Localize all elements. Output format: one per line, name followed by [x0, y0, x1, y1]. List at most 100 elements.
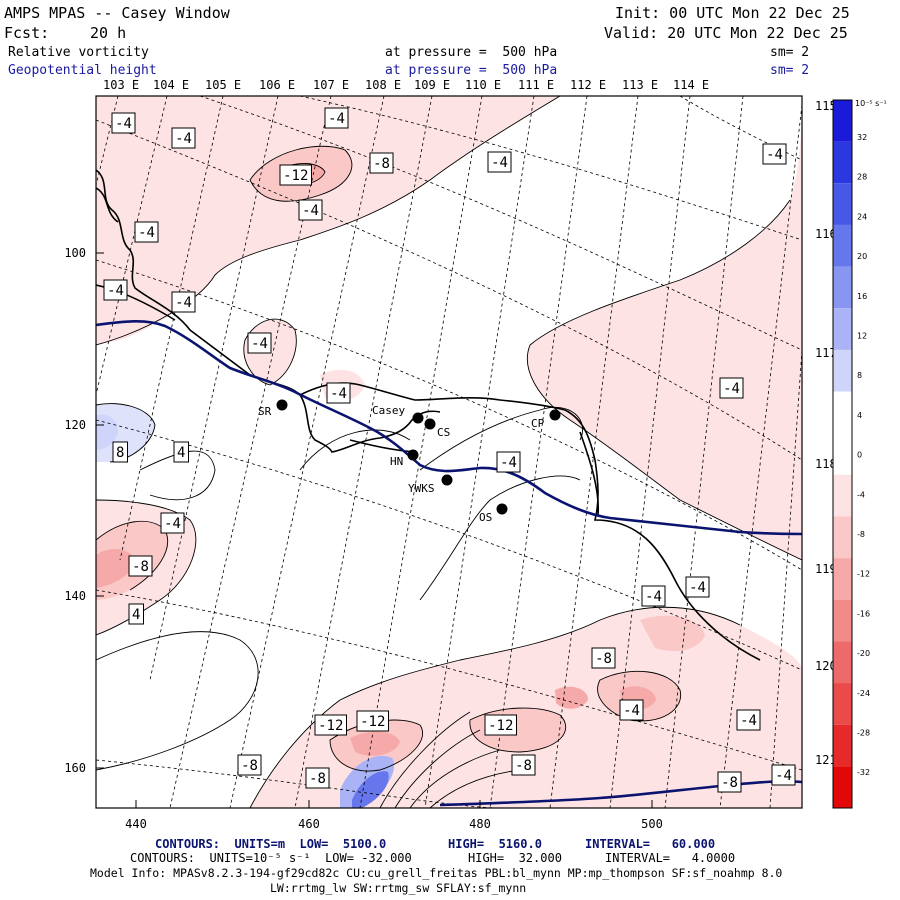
colorbar-segment [833, 308, 852, 350]
station-marker [496, 503, 508, 515]
colorbar-segment [833, 474, 852, 517]
field2-level: at pressure = 500 hPa [385, 63, 558, 78]
station-marker [407, 449, 419, 461]
contour-label: -4 [175, 295, 192, 311]
contour-label-box [112, 441, 128, 463]
height-contour-interval: INTERVAL= 60.000 [585, 837, 716, 851]
longitude-label: 109 E [414, 78, 450, 92]
longitude-label: 112 E [570, 78, 606, 92]
colorbar-segment [833, 141, 852, 184]
colorbar-segment [833, 391, 852, 434]
longitude-label: 110 E [465, 78, 501, 92]
colorbar-label: -32 [857, 768, 870, 777]
colorbar-label: 20 [857, 252, 867, 261]
station-marker [276, 399, 288, 411]
contour-label: -4 [138, 225, 155, 241]
colorbar-segment [833, 100, 852, 142]
colorbar: 10⁻⁵ s⁻¹ 32 28 24 20 16 12 8 4 0 -4 -8 -12 -16 -20 -24 -… [832, 99, 887, 809]
colorbar-label: -8 [857, 530, 865, 539]
contour-label-box [717, 771, 742, 793]
contour-label-box [496, 451, 521, 473]
colorbar-segment [833, 599, 852, 642]
height-contour-info: CONTOURS: UNITS=m LOW= 5100.0 [155, 837, 387, 851]
contour-label-box [305, 767, 330, 789]
contour-label-box [247, 332, 272, 354]
colorbar-segment [833, 224, 852, 267]
model-info-radiation: LW:rrtmg_lw SW:rrtmg_sw SFLAY:sf_mynn [270, 881, 527, 895]
contour-label: -4 [175, 131, 192, 147]
contour-label: -4 [251, 336, 268, 352]
contour-label: -4 [328, 111, 345, 127]
contour-label-box [314, 714, 347, 736]
vorticity-negative-region [640, 615, 705, 652]
vorticity-contour-high: HIGH= 32.000 [468, 851, 562, 865]
vorticity-negative-core [96, 548, 135, 588]
contour-label: -12 [360, 714, 385, 730]
longitude-label: 114 E [673, 78, 709, 92]
valid-time: Valid: 20 UTC Mon 22 Dec 25 [604, 24, 848, 42]
colorbar-label: -4 [857, 490, 865, 499]
station-label: OS [479, 511, 492, 524]
contour-label: -4 [491, 155, 508, 171]
y-tick-label: 140 [64, 589, 86, 603]
longitude-label: 107 E [313, 78, 349, 92]
contour-label-box [279, 164, 312, 186]
longitude-label: 103 E [103, 78, 139, 92]
contour-label: -12 [318, 718, 343, 734]
contour-label: -4 [775, 768, 792, 784]
contour-label-box [369, 152, 394, 174]
contour-label: -4 [164, 516, 181, 532]
field2-name: Geopotential height [8, 63, 157, 78]
contour-label-box [134, 221, 159, 243]
colorbar-label: -16 [857, 609, 870, 618]
colorbar-segment [833, 433, 852, 475]
station-label: CS [437, 426, 450, 439]
vorticity-negative-region [527, 96, 802, 560]
contour-label: -4 [330, 386, 347, 402]
field1-level: at pressure = 500 hPa [385, 45, 558, 60]
longitude-label: 105 E [205, 78, 241, 92]
x-axis: 440 460 480 500 [125, 800, 663, 831]
contour-label: -4 [689, 580, 706, 596]
contour-label-box [103, 279, 128, 301]
vorticity-contour-interval: INTERVAL= 4.0000 [605, 851, 736, 865]
y-axis: 100 120 140 160 [64, 246, 104, 775]
colorbar-segment [833, 558, 852, 600]
contour-label: -8 [595, 651, 612, 667]
contour-label-box [487, 151, 512, 173]
contour-label-box [160, 512, 185, 534]
station-label: SR [258, 405, 272, 418]
contour-label-box [771, 764, 796, 786]
contour-label-box [719, 377, 744, 399]
longitude-top-labels: 103 E 104 E 105 E 106 E 107 E 108 E 109 E 110 E… [103, 78, 709, 92]
contour-label-box [171, 127, 196, 149]
vorticity-negative-core [350, 731, 400, 756]
contour-label-box [511, 754, 536, 776]
contour-label: 4 [132, 607, 140, 623]
station-marker [424, 418, 436, 430]
height-contour-high: HIGH= 5160.0 [448, 837, 542, 851]
contour-label: -4 [766, 147, 783, 163]
station-marker [549, 409, 561, 421]
plot-frame [95, 95, 803, 809]
contour-label-box [484, 714, 517, 736]
contour-label-box [171, 291, 196, 313]
field2-smoothing: sm= 2 [770, 63, 810, 78]
y-tick-label: 160 [64, 761, 86, 775]
contour-label: -8 [515, 758, 532, 774]
x-tick-label: 440 [125, 817, 147, 831]
contour-label: -8 [241, 758, 258, 774]
contour-label: -12 [488, 718, 513, 734]
contour-label-box [685, 576, 710, 598]
vorticity-contour-info: CONTOURS: UNITS=10⁻⁵ s⁻¹ LOW= -32.000 [130, 851, 412, 865]
colorbar-segment [833, 641, 852, 684]
contour-label-box [356, 710, 389, 732]
contour-label: -8 [309, 771, 326, 787]
forecast-hour: 20 h [90, 24, 127, 42]
contour-label: 4 [177, 445, 185, 461]
contour-label-box [736, 709, 761, 731]
longitude-label: 113 E [622, 78, 658, 92]
colorbar-segment [833, 766, 852, 808]
y-tick-label: 120 [64, 418, 86, 432]
